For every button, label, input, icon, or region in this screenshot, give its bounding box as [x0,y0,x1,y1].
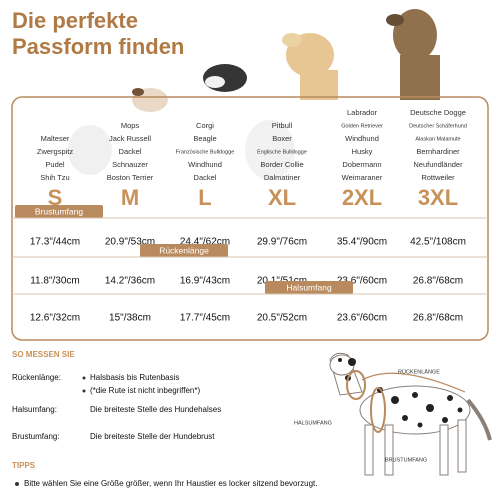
measure-value: 26.8"/68cm [413,313,463,324]
measure-value: 23.6"/60cm [337,313,387,324]
measure-name: Rückenlänge [159,245,209,255]
measure-desc: Halsbasis bis Rutenbasis [90,373,179,382]
measure-value: 35.4"/90cm [337,237,387,248]
size-label: 2XL [342,185,382,210]
tips-title: TIPPS [12,461,36,470]
measure-value: 20.5"/52cm [257,313,307,324]
breed-name: Alaskan Malamute [415,136,460,142]
size-label: XL [268,185,296,210]
measure-value: 11.8"/30cm [30,276,80,287]
measure-tag [15,205,103,218]
measure-label: Brustumfang: [12,432,60,441]
size-label: L [198,185,211,210]
measure-label: Halsumfang: [12,405,57,414]
how-to-measure: SO MESSEN SIE Rückenlänge: Halsbasis bis R… [12,350,440,488]
measure-value: 23.6"/60cm [337,276,387,287]
breed-name: Bernhardiner [416,147,460,156]
bullet [15,482,19,486]
measure-value: 24.4"/62cm [180,237,230,248]
measure-label: Rückenlänge: [12,373,61,382]
breed-name: Zwergspitz [37,147,74,156]
measure-value: 42.5"/108cm [410,237,466,248]
breed-name: Border Collie [260,160,303,169]
measure-name: Halsumfang [286,282,332,292]
measure-tag [140,244,228,257]
bullet [82,389,86,393]
breed-name: Deutscher Schäferhund [409,123,467,129]
measure-value: 12.6"/32cm [30,313,80,324]
breed-name: Corgi [196,121,214,130]
size-label: M [121,185,139,210]
breed-name: Jack Russell [109,134,151,143]
breed-name: Schnauzer [112,160,148,169]
dalmatian-illustration [329,352,492,476]
measure-value: 26.8"/68cm [413,276,463,287]
breed-name: Windhund [188,160,222,169]
diagram-label: HALSUMFANG [294,420,332,426]
bullet [82,376,86,380]
measure-value: 17.3"/44cm [30,237,80,248]
breed-name: Husky [352,147,373,156]
breed-name: Windhund [345,134,379,143]
measure-value: 16.9"/43cm [180,276,230,287]
breed-name: Labrador [347,108,378,117]
breed-name: Mops [121,121,140,130]
breed-name: Pudel [45,160,65,169]
measure-desc: Die breiteste Stelle des Hundehalses [90,405,221,414]
breed-name: Rottweiler [421,173,455,182]
breed-name: Pitbull [272,121,293,130]
measure-value: 20.9"/53cm [105,237,155,248]
breed-name: Dobermann [342,160,381,169]
breed-name: Weimaraner [342,173,383,182]
size-label: S [48,185,63,210]
measure-value: 15"/38cm [109,313,151,324]
breed-name: Boxer [272,134,292,143]
measure-name: Brustumfang [35,206,83,216]
measure-tag [265,281,353,294]
title: Passform finden [12,34,184,59]
measure-value: 14.2"/36cm [105,276,155,287]
dog-illustrations [68,9,440,180]
breed-name: Golden Retriever [341,123,383,129]
diagram-label: RÜCKENLÄNGE [398,368,440,375]
breed-name: Boston Terrier [107,173,154,182]
title: Die perfekte [12,8,138,33]
breed-name: Deutsche Dogge [410,108,466,117]
breed-name: Neufundländer [413,160,463,169]
size-label: 3XL [418,185,458,210]
measure-desc: Die breiteste Stelle der Hundebrust [90,432,215,441]
breed-name: Dackel [194,173,217,182]
section-title: SO MESSEN SIE [12,350,75,359]
measure-desc: (*die Rute ist nicht inbegriffen*) [90,386,200,395]
measure-value: 17.7"/45cm [180,313,230,324]
breed-name: Beagle [193,134,216,143]
breed-name: Französische Bulldogge [176,149,235,155]
breed-name: Malteser [41,134,70,143]
breed-name: Dalmatiner [264,173,301,182]
breed-name: Shih Tzu [40,173,69,182]
tips-text: Bitte wählen Sie eine Größe größer, wenn… [24,479,317,488]
breed-name: Dackel [119,147,142,156]
breed-name: Englische Bulldogge [257,149,307,155]
diagram-label: BRUSTUMFANG [385,457,427,463]
measure-value: 29.9"/76cm [257,237,307,248]
